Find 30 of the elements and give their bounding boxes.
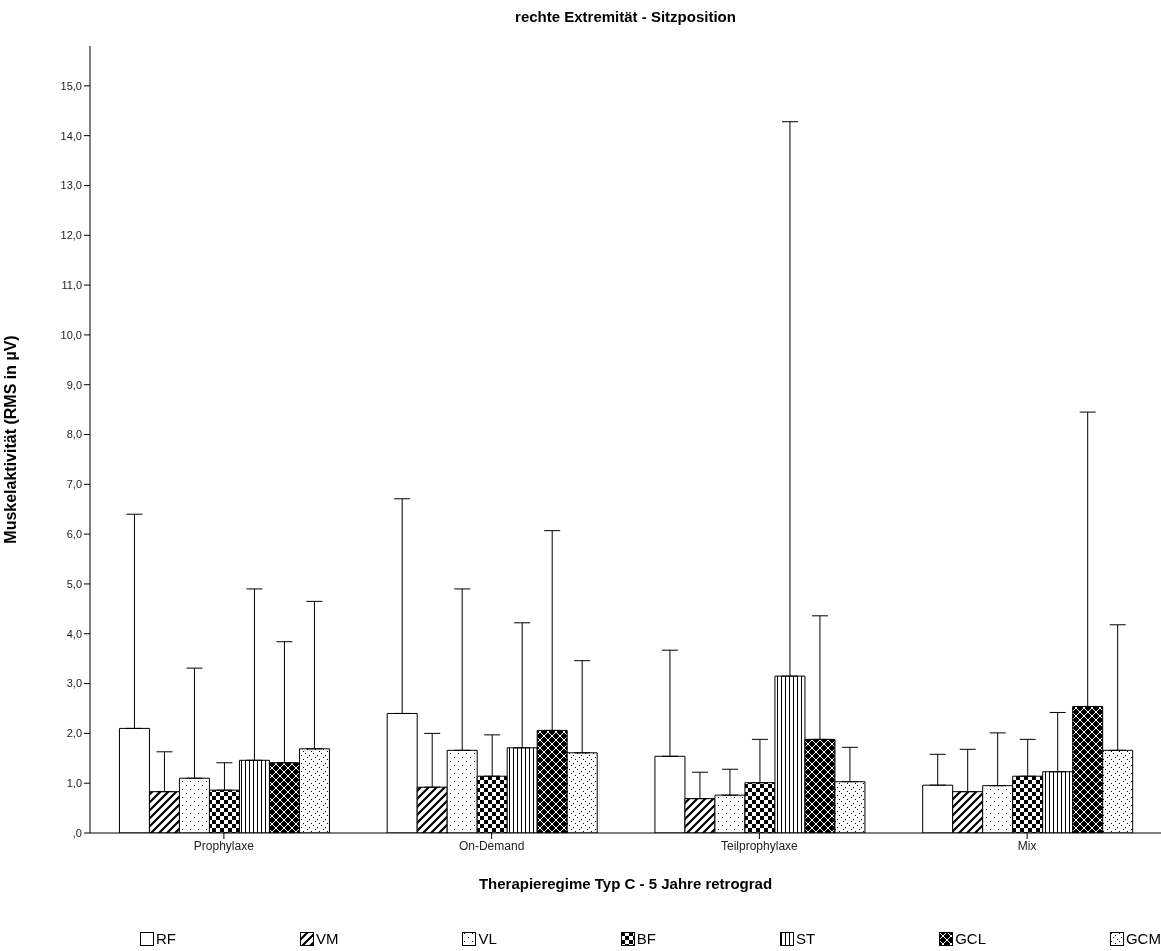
legend-label: GCM xyxy=(1125,930,1161,947)
legend-label: VL xyxy=(478,930,497,947)
y-tick-label: 11,0 xyxy=(61,278,82,291)
y-tick-label: 6,0 xyxy=(66,528,82,541)
y-tick-label: 4,0 xyxy=(66,627,82,640)
x-tick-label: Teilprophylaxe xyxy=(721,838,799,853)
y-tick-label: 7,0 xyxy=(66,478,82,491)
y-tick-label: 5,0 xyxy=(66,577,82,590)
chart-title: rechte Extremität - Sitzposition xyxy=(514,8,737,25)
legend-label: RF xyxy=(156,930,176,947)
x-tick-label: Prophylaxe xyxy=(193,838,255,853)
legend-label: GCL xyxy=(955,930,986,947)
y-axis-title: Muskelaktivität (RMS in µV) xyxy=(1,335,19,544)
x-tick-label: On-Demand xyxy=(458,838,525,853)
y-tick-label: 15,0 xyxy=(60,79,82,92)
x-tick-label: Mix xyxy=(1017,838,1037,853)
y-tick-label: 1,0 xyxy=(66,777,82,790)
legend-label: VM xyxy=(315,930,339,947)
y-tick-label: 14,0 xyxy=(60,129,82,142)
y-tick-label: 12,0 xyxy=(60,229,82,242)
y-tick-label: 13,0 xyxy=(60,179,82,192)
legend-label: BF xyxy=(636,930,656,947)
y-tick-label: 3,0 xyxy=(66,677,82,690)
legend-label: ST xyxy=(795,930,816,947)
y-tick-label: ,0 xyxy=(72,826,82,839)
y-tick-label: 9,0 xyxy=(66,378,82,391)
x-axis-title: Therapieregime Typ C - 5 Jahre retrograd xyxy=(478,875,773,892)
y-tick-label: 2,0 xyxy=(66,727,82,740)
y-tick-label: 8,0 xyxy=(66,428,82,441)
y-tick-label: 10,0 xyxy=(60,328,82,341)
